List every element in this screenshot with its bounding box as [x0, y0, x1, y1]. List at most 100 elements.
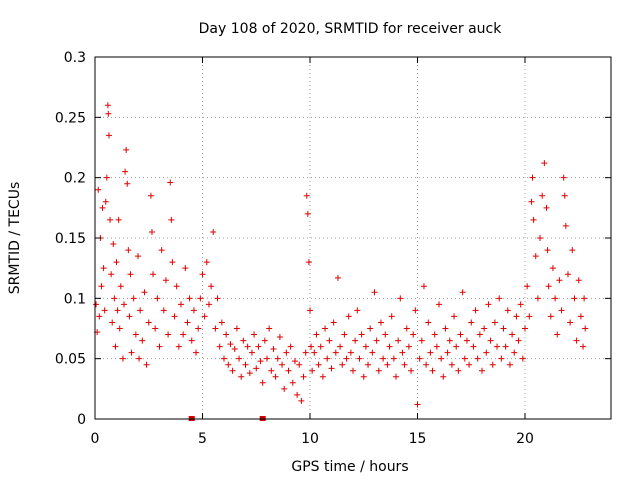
data-point [410, 331, 417, 338]
data-point [300, 373, 307, 380]
data-point [251, 331, 258, 338]
data-point [137, 307, 144, 314]
data-point [266, 325, 273, 332]
data-point [504, 307, 511, 314]
data-point [110, 241, 117, 248]
data-point [537, 235, 544, 241]
data-point [178, 301, 184, 308]
data-point [126, 313, 133, 320]
data-point [182, 265, 189, 272]
data-point [360, 373, 367, 380]
data-point [581, 295, 588, 302]
data-point [304, 210, 311, 217]
data-point [418, 337, 425, 344]
data-point [218, 319, 225, 326]
data-point [556, 277, 563, 284]
data-point [562, 222, 569, 229]
data-point [175, 343, 182, 350]
data-point [466, 361, 473, 368]
data-point [455, 367, 462, 374]
data-point [358, 331, 365, 338]
data-point [255, 343, 262, 350]
data-point [276, 333, 283, 340]
data-point [311, 349, 318, 356]
data-point [248, 349, 255, 356]
data-point [186, 295, 193, 302]
data-point [582, 325, 589, 332]
data-point [502, 343, 509, 350]
data-point [408, 367, 415, 374]
data-point [481, 325, 488, 332]
data-point [560, 174, 567, 181]
data-point [544, 247, 551, 254]
data-point [272, 373, 279, 380]
data-point [506, 361, 513, 368]
data-point [125, 247, 132, 254]
data-point [524, 283, 531, 290]
data-point [124, 180, 131, 187]
data-point [395, 337, 402, 344]
data-point [101, 307, 108, 314]
data-point [199, 271, 206, 278]
data-point [165, 331, 172, 338]
x-tick-label: 10 [301, 431, 319, 447]
data-point [242, 361, 249, 368]
axis-ticks [94, 56, 611, 420]
data-point [309, 367, 316, 374]
y-tick-label: 0 [77, 412, 86, 428]
data-point [388, 313, 395, 320]
data-point [377, 319, 384, 326]
data-point [119, 355, 126, 362]
data-point [122, 168, 129, 175]
data-point [552, 295, 559, 302]
data-point [436, 301, 442, 308]
data-point [216, 343, 223, 350]
data-point [433, 343, 440, 350]
data-point [96, 313, 103, 320]
data-point [554, 331, 561, 338]
data-point [474, 355, 481, 362]
data-point [330, 319, 337, 326]
data-point [339, 361, 346, 368]
data-point [479, 367, 485, 374]
data-point [225, 361, 232, 368]
data-point [168, 216, 175, 223]
data-point [195, 325, 202, 332]
data-point [427, 349, 434, 356]
data-point [328, 365, 335, 372]
data-point [167, 179, 174, 186]
y-tick-label: 0.3 [64, 50, 86, 66]
data-point [399, 349, 406, 356]
data-point [425, 319, 432, 326]
x-tick-label: 15 [409, 431, 427, 447]
data-point [375, 367, 382, 374]
data-point [141, 289, 148, 296]
data-point [135, 253, 141, 260]
data-point [322, 325, 329, 332]
data-point [98, 283, 105, 290]
data-point [580, 343, 587, 350]
data-point [491, 319, 498, 326]
data-point [139, 337, 146, 344]
data-point [543, 204, 550, 211]
data-point [203, 259, 210, 266]
data-point [515, 337, 522, 344]
data-point [130, 295, 137, 302]
data-point [397, 295, 404, 302]
data-point [115, 216, 122, 223]
data-point [105, 110, 112, 117]
data-point [575, 277, 582, 284]
data-point [184, 319, 191, 326]
data-point [384, 361, 391, 368]
data-point [341, 331, 348, 338]
data-point [99, 204, 106, 211]
data-point [108, 271, 115, 278]
data-point [319, 373, 326, 380]
data-point [190, 307, 197, 314]
y-tick-label: 0.2 [64, 171, 86, 187]
data-point [103, 174, 110, 181]
data-point [152, 325, 159, 332]
data-point [522, 325, 528, 332]
data-point [401, 361, 408, 368]
grid [95, 57, 611, 419]
